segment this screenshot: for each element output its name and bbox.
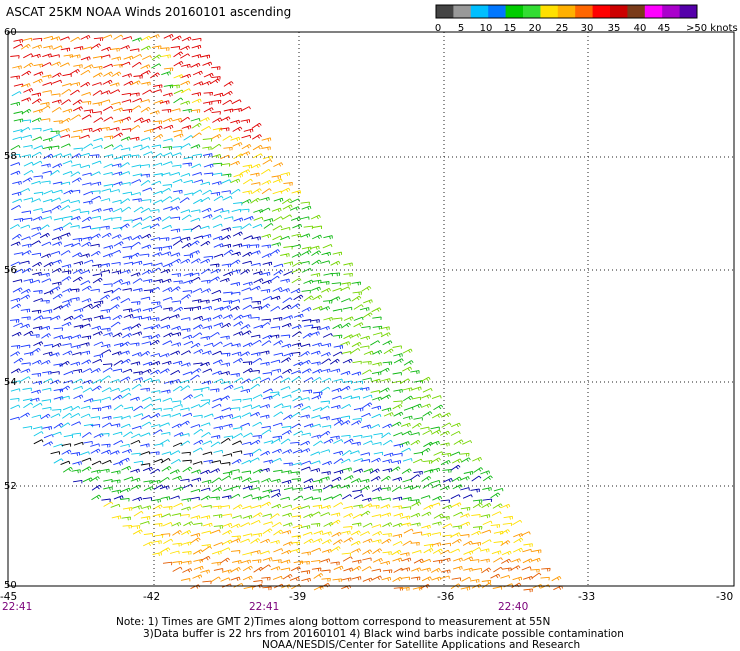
lon-label-minus36: -36: [437, 591, 455, 603]
note-line-2: 3)Data buffer is 22 hrs from 20160101 4)…: [143, 628, 624, 640]
scale-swatch: [627, 5, 646, 18]
scale-swatch: [644, 5, 663, 18]
lat-label-50: 50: [4, 580, 17, 591]
lon-label-minus33: -33: [578, 591, 596, 603]
lon-label-minus39: -39: [289, 591, 307, 603]
map-frame: [7, 31, 735, 587]
map-title: ASCAT 25KM NOAA Winds 20160101 ascending: [6, 5, 292, 19]
scale-swatch: [592, 5, 611, 18]
scale-border: [435, 4, 698, 19]
time-label-1: 22:41: [2, 601, 33, 613]
scale-swatch: [575, 5, 594, 18]
scale-label: 10: [480, 23, 493, 34]
lon-label-minus45: -45: [0, 591, 18, 603]
scale-label: 25: [556, 23, 569, 34]
note-line-3: NOAA/NESDIS/Center for Satellite Applica…: [262, 639, 581, 651]
lat-label-54: 54: [4, 377, 17, 388]
lat-label-52: 52: [4, 481, 17, 492]
scale-swatch: [488, 5, 507, 18]
scale-label: >50 knots: [686, 23, 738, 34]
scale-label: 15: [504, 23, 517, 34]
scale-label: 40: [634, 23, 647, 34]
scale-swatch: [523, 5, 541, 18]
scale-swatch: [662, 5, 681, 18]
lat-label-58: 58: [4, 151, 17, 162]
time-label-2: 22:41: [249, 601, 280, 613]
wind-speed-color-scale: 0 5 10 15 20 25 30 35 40 45 >50 knots: [435, 4, 738, 34]
wind-barbs-layer: [9, 33, 564, 593]
lat-label-60: 60: [4, 27, 17, 38]
scale-swatch: [679, 5, 698, 18]
scale-swatch: [557, 5, 576, 18]
scale-label: 30: [581, 23, 594, 34]
lon-label-minus30: -30: [716, 591, 734, 603]
lat-lon-grid: [7, 31, 735, 587]
scale-swatch: [453, 5, 472, 18]
scale-label: 45: [658, 23, 671, 34]
lon-label-minus42: -42: [143, 591, 161, 603]
scale-label: 5: [458, 23, 464, 34]
scale-label: 0: [435, 23, 441, 34]
scale-label: 35: [608, 23, 621, 34]
scale-label: 20: [529, 23, 542, 34]
scale-swatch: [610, 5, 628, 18]
lat-label-56: 56: [4, 265, 17, 276]
scale-swatch: [505, 5, 524, 18]
scale-swatch: [436, 5, 454, 18]
note-line-1: Note: 1) Times are GMT 2)Times along bot…: [116, 616, 551, 628]
scale-swatch: [470, 5, 489, 18]
scale-swatch: [540, 5, 559, 18]
time-label-3: 22:40: [498, 601, 529, 613]
